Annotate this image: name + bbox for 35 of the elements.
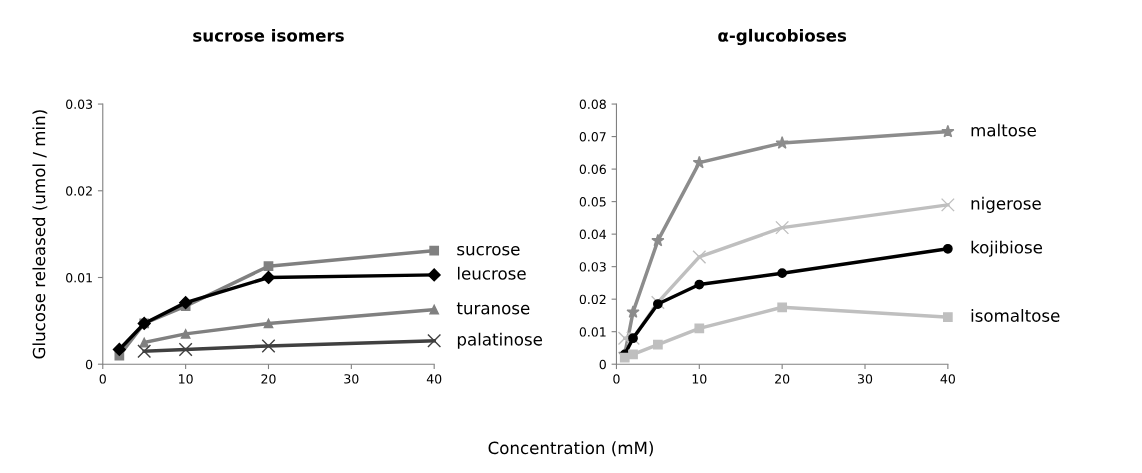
x-tick-label: 40 [426,374,442,384]
series-label: kojibiose [971,240,1043,257]
y-tick-label: 0.03 [66,99,93,109]
y-tick-label: 0.02 [66,186,92,196]
series-label: maltose [971,123,1036,137]
y-axis-title: Glucose released (umol / min) [32,110,48,359]
series-label: palatinose [457,332,543,349]
x-tick-label: 0 [613,374,620,384]
x-tick-label: 20 [261,374,276,384]
x-tick-label: 40 [940,374,955,384]
x-tick-label: 10 [179,374,193,384]
y-tick-label: 0.06 [579,164,606,175]
y-tick-label: 0.08 [579,99,606,109]
y-tick-label: 0.05 [579,197,606,207]
x-tick-label: 30 [858,374,873,384]
series-label: isomaltose [971,308,1060,322]
series-label: nigerose [971,196,1041,213]
y-tick-label: 0.07 [579,132,606,142]
x-tick-label: 30 [344,374,359,384]
series-label: leucrose [457,266,526,280]
series-label: turanose [456,302,530,315]
y-tick-label: 0.01 [579,327,606,337]
y-tick-label: 0.04 [579,229,607,240]
series-label: sucrose [457,245,520,256]
x-tick-label: 0 [99,374,106,384]
chart-title: α-glucobioses [718,28,847,46]
y-tick-label: 0.02 [579,294,606,305]
y-tick-label: 0.03 [579,262,606,272]
x-tick-label: 20 [775,374,790,384]
x-axis-title: Concentration (mM) [488,441,653,457]
x-tick-label: 10 [692,374,707,384]
y-tick-label: 0 [599,359,606,370]
chart-title: sucrose isomers [193,28,344,42]
y-tick-label: 0.01 [66,272,92,283]
y-tick-label: 0 [85,359,93,370]
